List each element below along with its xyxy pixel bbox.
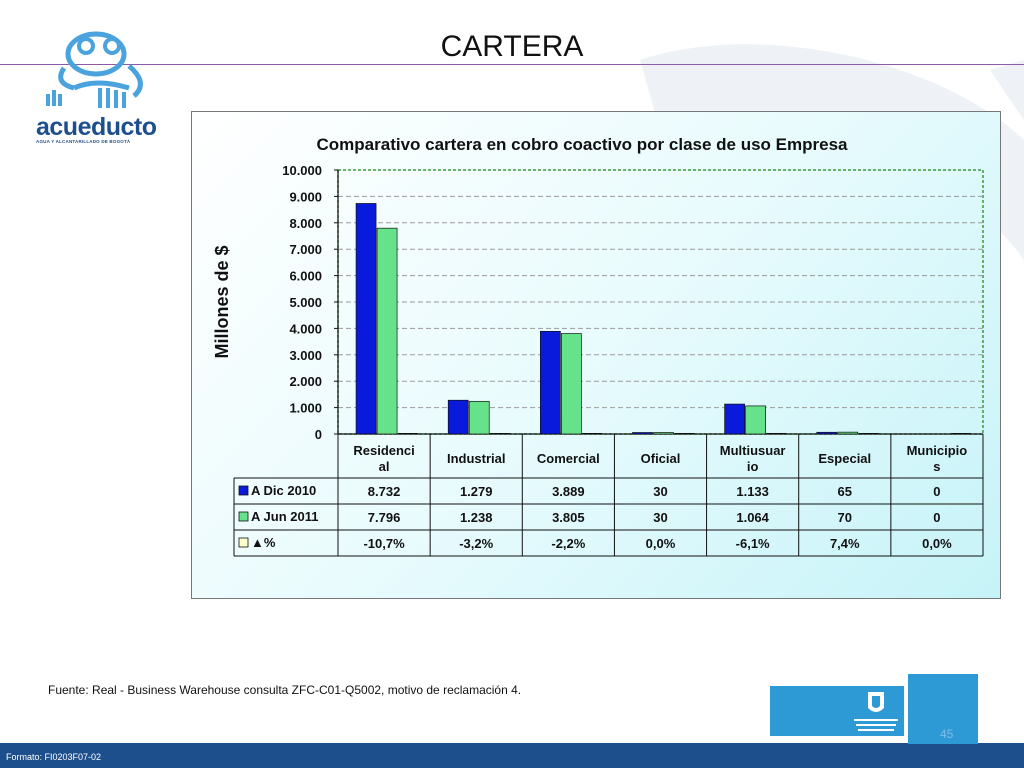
category-label: Oficial bbox=[641, 451, 681, 466]
bar-jun-2011 bbox=[745, 405, 766, 435]
alcaldia-emblem-icon bbox=[854, 692, 898, 731]
y-tick-label: 0 bbox=[315, 427, 322, 442]
data-label: 0,0% bbox=[646, 536, 676, 551]
bar-dic-2010 bbox=[816, 431, 838, 435]
data-label: 1.133 bbox=[736, 484, 769, 499]
bar-change-pct bbox=[490, 433, 511, 434]
data-label: -10,7% bbox=[363, 536, 405, 551]
chart-title: Comparativo cartera en cobro coactivo po… bbox=[317, 135, 849, 154]
data-label: 0,0% bbox=[922, 536, 952, 551]
bar-jun-2011 bbox=[653, 432, 674, 435]
y-axis-label: Millones de $ bbox=[212, 245, 232, 358]
legend-label: A Jun 2011 bbox=[251, 509, 318, 524]
bar-change-pct bbox=[582, 433, 603, 434]
acueducto-frog-logo bbox=[46, 31, 143, 108]
source-note: Fuente: Real - Business Warehouse consul… bbox=[48, 683, 522, 697]
bar-change-pct bbox=[766, 433, 787, 434]
data-label: 30 bbox=[653, 484, 667, 499]
bar-dic-2010 bbox=[632, 432, 653, 435]
data-label: 65 bbox=[838, 484, 852, 499]
data-label: 3.889 bbox=[552, 484, 585, 499]
footer-blue-square bbox=[908, 674, 978, 744]
bar-jun-2011 bbox=[837, 431, 859, 435]
bar-change-pct bbox=[950, 433, 971, 434]
y-tick-label: 4.000 bbox=[289, 321, 322, 336]
data-label: 1.238 bbox=[460, 510, 493, 525]
category-label: Multiusuar bbox=[720, 443, 786, 458]
y-tick-label: 9.000 bbox=[289, 189, 322, 204]
category-label: io bbox=[747, 459, 759, 474]
category-label: s bbox=[933, 459, 940, 474]
data-label: 30 bbox=[653, 510, 667, 525]
y-tick-label: 6.000 bbox=[289, 269, 322, 284]
data-label: 8.732 bbox=[368, 484, 401, 499]
bar-dic-2010 bbox=[540, 330, 561, 435]
legend-swatch bbox=[238, 511, 249, 522]
legend-label: ▲% bbox=[251, 535, 276, 550]
y-tick-label: 7.000 bbox=[289, 242, 322, 257]
data-label: 0 bbox=[933, 484, 940, 499]
bar-change-pct bbox=[674, 433, 695, 434]
title-divider bbox=[0, 64, 1024, 65]
y-tick-label: 8.000 bbox=[289, 216, 322, 231]
category-label: Industrial bbox=[447, 451, 506, 466]
data-label: 1.064 bbox=[736, 510, 769, 525]
data-label: 0 bbox=[933, 510, 940, 525]
data-label: -2,2% bbox=[551, 536, 585, 551]
data-label: -6,1% bbox=[736, 536, 770, 551]
legend-swatch bbox=[238, 485, 249, 496]
category-label: Municipio bbox=[907, 443, 968, 458]
category-label: al bbox=[379, 459, 390, 474]
slide-title: CARTERA bbox=[440, 30, 584, 63]
data-label: -3,2% bbox=[459, 536, 493, 551]
bar-chart: Comparativo cartera en cobro coactivo po… bbox=[212, 135, 984, 557]
y-tick-label: 1.000 bbox=[289, 401, 322, 416]
data-label: 3.805 bbox=[552, 510, 585, 525]
y-tick-label: 3.000 bbox=[289, 348, 322, 363]
y-tick-label: 5.000 bbox=[289, 295, 322, 310]
y-tick-label: 10.000 bbox=[282, 163, 322, 178]
category-label: Residenci bbox=[353, 443, 414, 458]
bar-jun-2011 bbox=[561, 333, 582, 435]
logo-wordmark: acueducto bbox=[36, 113, 157, 141]
data-label: 7,4% bbox=[830, 536, 860, 551]
footer-bar bbox=[0, 743, 1024, 768]
category-label: Especial bbox=[818, 451, 871, 466]
format-code: Formato: FI0203F07-02 bbox=[6, 752, 102, 762]
bar-dic-2010 bbox=[355, 203, 377, 435]
bar-change-pct bbox=[398, 433, 419, 434]
category-label: Comercial bbox=[537, 451, 600, 466]
bar-dic-2010 bbox=[447, 399, 469, 435]
data-label: 1.279 bbox=[460, 484, 493, 499]
logo-subtitle: AGUA Y ALCANTARILLADO DE BOGOTÁ bbox=[36, 139, 131, 144]
data-label: 70 bbox=[838, 510, 852, 525]
bar-dic-2010 bbox=[724, 403, 745, 435]
bar-jun-2011 bbox=[468, 400, 490, 435]
page-number: 45 bbox=[940, 727, 954, 741]
bar-jun-2011 bbox=[376, 227, 398, 435]
legend-label: A Dic 2010 bbox=[251, 483, 316, 498]
bar-change-pct bbox=[858, 433, 879, 434]
y-tick-label: 2.000 bbox=[289, 374, 322, 389]
data-label: 7.796 bbox=[368, 510, 401, 525]
legend-swatch bbox=[238, 537, 249, 548]
chart-panel: Comparativo cartera en cobro coactivo po… bbox=[191, 111, 1001, 599]
